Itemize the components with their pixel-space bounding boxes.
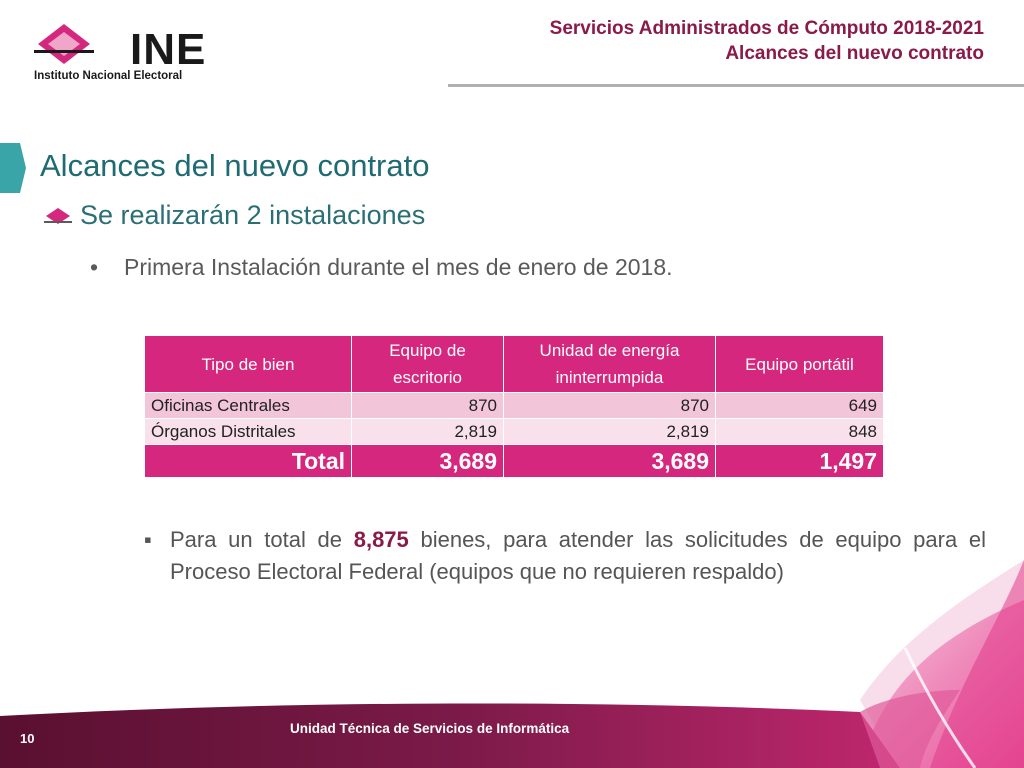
total-cell: 3,689 [351, 444, 504, 478]
logo-subtitle: Instituto Nacional Electoral [34, 70, 183, 82]
square-bullet-icon: ▪ [144, 527, 152, 552]
table-header: Equipo de escritorio [351, 335, 504, 393]
slide-subtitle: Se realizarán 2 instalaciones [80, 200, 426, 230]
table-cell: 870 [351, 392, 504, 419]
total-label: Total [144, 444, 352, 478]
title-tab-marker [0, 143, 26, 193]
table-row: Órganos Distritales 2,819 2,819 848 [144, 418, 884, 445]
summary-text: Para un total de 8,875 bienes, para aten… [170, 524, 986, 588]
table-cell: 2,819 [351, 418, 504, 445]
table-header: Tipo de bien [144, 335, 352, 393]
header-divider [448, 84, 1024, 87]
table-header: Equipo portátil [715, 335, 884, 393]
slide-header: Servicios Administrados de Cómputo 2018-… [550, 16, 984, 66]
slide-title: Alcances del nuevo contrato [40, 148, 430, 183]
summary-total: 8,875 [353, 527, 409, 552]
total-cell: 1,497 [715, 444, 884, 478]
table-cell: 2,819 [503, 418, 716, 445]
page-number: 10 [20, 731, 35, 746]
table-total-row: Total 3,689 3,689 1,497 [144, 444, 884, 478]
header-line-2: Alcances del nuevo contrato [725, 43, 984, 64]
diamond-bullet-icon [44, 208, 72, 224]
logo-word: INE [130, 25, 207, 74]
table-row: Oficinas Centrales 870 870 649 [144, 392, 884, 419]
table-header-row: Tipo de bien Equipo de escritorio Unidad… [144, 335, 884, 393]
table-cell: 870 [503, 392, 716, 419]
table-cell: 848 [715, 418, 884, 445]
total-cell: 3,689 [503, 444, 716, 478]
table-cell: 649 [715, 392, 884, 419]
bullet-text: Primera Instalación durante el mes de en… [124, 254, 673, 280]
bullet-item: • Primera Instalación durante el mes de e… [90, 254, 673, 281]
table-cell: Oficinas Centrales [144, 392, 352, 419]
table-header: Unidad de energía ininterrumpida [503, 335, 716, 393]
ine-logo: INE Instituto Nacional Electoral [34, 22, 224, 86]
equipment-table: Tipo de bien Equipo de escritorio Unidad… [144, 335, 884, 478]
table-cell: Órganos Distritales [144, 418, 352, 445]
footer-unit: Unidad Técnica de Servicios de Informáti… [290, 721, 570, 736]
header-line-1: Servicios Administrados de Cómputo 2018-… [549, 18, 984, 39]
summary-suffix: bienes, para atender las solicitudes de … [170, 527, 986, 584]
summary-note: ▪ Para un total de 8,875 bienes, para at… [144, 524, 986, 588]
ine-diamond-icon [34, 24, 94, 64]
summary-prefix: Para un total de [170, 527, 343, 552]
bullet-dot: • [90, 254, 99, 280]
